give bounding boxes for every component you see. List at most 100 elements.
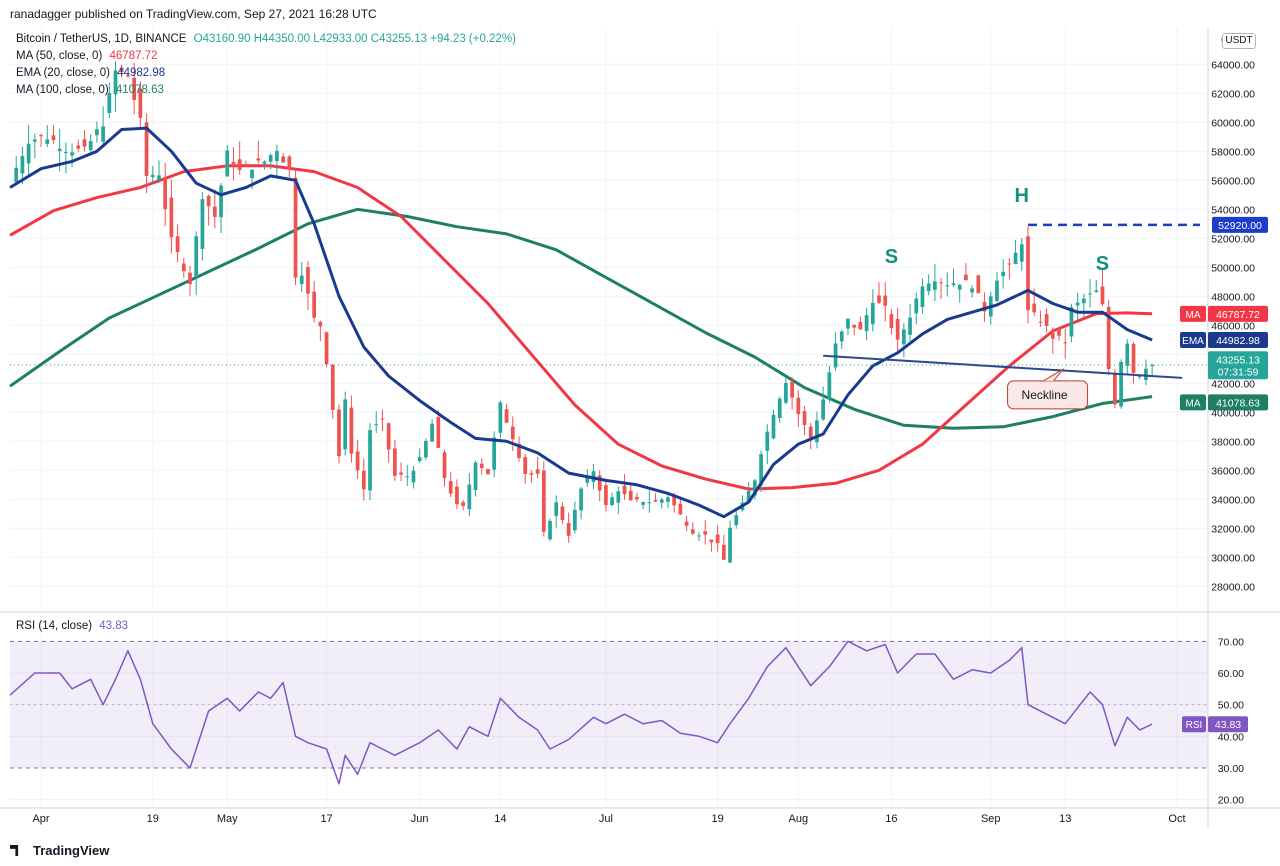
candle-body [1081, 298, 1086, 304]
rsi-path [9, 640, 1153, 785]
candle-body [76, 145, 81, 149]
candle-body [560, 506, 565, 521]
candle-body [256, 158, 261, 161]
candle-body [479, 463, 484, 469]
rsi-label: RSI (14, close) [16, 620, 93, 632]
candle-body [442, 452, 447, 479]
candle-body [26, 143, 31, 164]
candle-body [510, 426, 515, 440]
candle-body [659, 499, 664, 503]
candle-body [653, 499, 658, 502]
candle-body [715, 534, 720, 544]
candle-body [703, 531, 708, 535]
candle-body [790, 381, 794, 398]
candle-body [784, 383, 788, 403]
candle-body [45, 139, 50, 144]
rsi-legend[interactable]: RSI (14, close) 43.83 [16, 620, 132, 632]
ma50-badge-value: 46787.72 [1216, 309, 1260, 321]
ma50-badge-value-bg [1208, 305, 1268, 322]
price-tick-label: 46000.00 [1211, 320, 1255, 332]
ema20-badge-tag-bg [1180, 331, 1206, 348]
price-tick-label: 58000.00 [1211, 146, 1255, 158]
candle-body [933, 281, 937, 290]
candle-body [1069, 307, 1074, 337]
candle-body [268, 154, 273, 162]
candle-body [523, 457, 528, 475]
ema20-value: 44982.98 [117, 67, 166, 79]
ma100-badge-tag-bg [1180, 394, 1206, 411]
candle-body [461, 502, 465, 507]
candle-body [144, 122, 149, 176]
candle-body [517, 443, 521, 458]
price-tick-label: 30000.00 [1211, 552, 1255, 564]
last-price-badge-value-bg [1208, 351, 1268, 380]
annotations: S H S Neckline [10, 185, 1208, 410]
ma50-path [9, 164, 1153, 491]
neckline-callout-box [1007, 380, 1089, 410]
time-tick-label: 14 [494, 813, 506, 825]
candle-body [566, 523, 571, 536]
candle-body [486, 468, 490, 475]
candle-body [697, 535, 701, 537]
candle-body [1144, 368, 1148, 380]
candle-body [1088, 293, 1092, 295]
ma50-legend[interactable]: MA (50, close, 0) 46787.72 [16, 50, 161, 62]
last-price-badge-value: 43255.13 [1216, 354, 1260, 366]
candle-body [957, 284, 962, 290]
currency-badge[interactable]: USDT [1222, 33, 1256, 49]
time-tick-label: Aug [789, 813, 809, 825]
candle-body [1150, 364, 1154, 366]
price-tick-label: 38000.00 [1211, 436, 1255, 448]
candle-body [1032, 303, 1037, 313]
rsi-tick-label: 30.00 [1218, 763, 1244, 775]
candle-body [585, 477, 590, 483]
rsi-line [9, 640, 1153, 785]
candle-body [721, 544, 726, 560]
pattern-label: H [1015, 185, 1029, 207]
candle-body [392, 448, 397, 476]
candle-body [163, 177, 168, 210]
candle-body [70, 152, 74, 156]
candle-body [839, 331, 844, 342]
last-price-badge-sub: 07:31:59 [1218, 366, 1259, 378]
time-tick-label: 17 [320, 813, 332, 825]
candle-body [405, 476, 410, 478]
candle-body [355, 451, 360, 471]
price-tick-label: 52000.00 [1211, 233, 1255, 245]
ma50-badge-tag: MA [1186, 310, 1201, 321]
symbol-name[interactable]: Bitcoin / TetherUS, 1D, BINANCE [16, 33, 187, 45]
candle-body [318, 321, 323, 327]
candle-body [188, 272, 192, 285]
candle-body [771, 414, 776, 439]
candle-body [1075, 302, 1080, 306]
candle-body [647, 502, 652, 504]
candle-body [610, 497, 614, 506]
ema20-badge-value: 44982.98 [1216, 335, 1260, 347]
ma50-label: MA (50, close, 0) [16, 50, 103, 62]
rsi-value: 43.83 [99, 620, 129, 632]
candle-body [330, 364, 335, 410]
candle-body [399, 472, 403, 475]
ma100-legend[interactable]: MA (100, close, 0) 41078.63 [16, 84, 168, 96]
candle-body [95, 129, 99, 136]
neckline-line [823, 354, 1183, 379]
ma100-value: 41078.63 [115, 84, 164, 96]
candle-body [753, 480, 757, 496]
candle-body [448, 481, 453, 494]
candle-body [498, 402, 503, 433]
candle-body [821, 399, 826, 420]
candle-body [175, 236, 180, 253]
rsi-tick-label: 70.00 [1218, 636, 1244, 648]
ema20-legend[interactable]: EMA (20, close, 0) 44982.98 [16, 67, 169, 79]
ohlc-values: O43160.90 H44350.00 L42933.00 C43255.13 … [193, 33, 516, 45]
candle-body [554, 502, 559, 516]
time-tick-label: 19 [147, 813, 159, 825]
candle-body [312, 291, 317, 318]
resistance-badge-bg [1212, 216, 1268, 233]
candle-body [597, 475, 602, 491]
footer-brand[interactable]: TradingView [10, 843, 109, 858]
candle-body [32, 139, 37, 142]
price-tick-label: 28000.00 [1211, 581, 1255, 593]
candle-body [306, 267, 310, 294]
